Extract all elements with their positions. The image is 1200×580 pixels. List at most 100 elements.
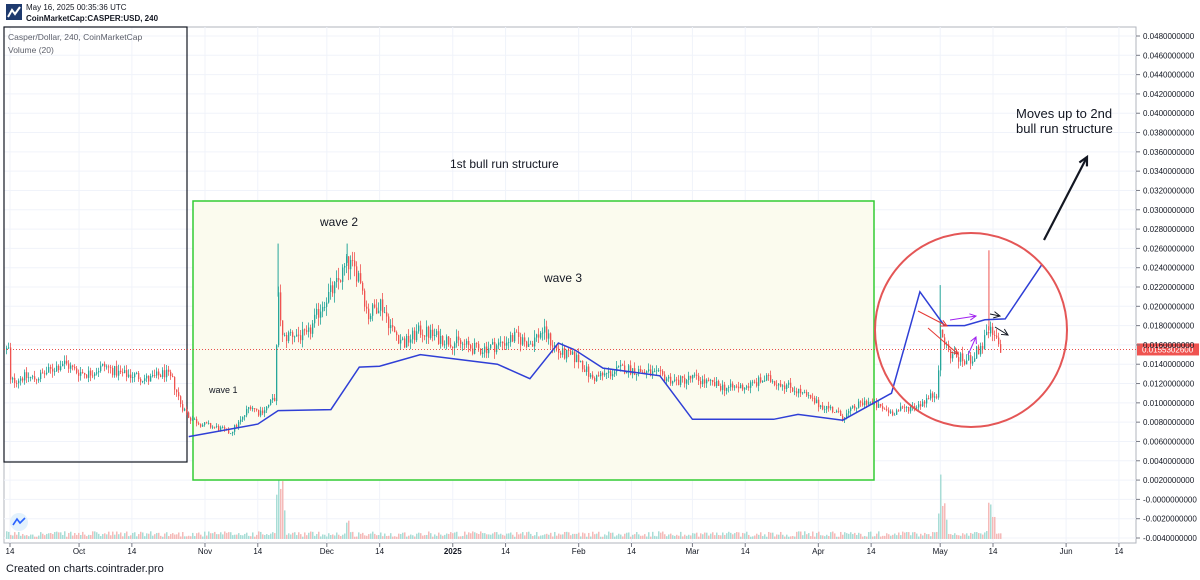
volume-bar: [358, 532, 360, 539]
volume-bar: [268, 535, 270, 539]
candle-body: [126, 370, 128, 377]
volume-bar: [344, 533, 346, 539]
candle-body: [968, 355, 970, 361]
volume-bar: [750, 536, 752, 539]
candle-body: [608, 371, 610, 374]
red-arrow-1: [917, 310, 948, 327]
candle-body: [148, 375, 150, 382]
volume-bar: [128, 536, 130, 539]
candle-body: [22, 378, 24, 381]
candle-body: [74, 366, 76, 369]
x-tick-label: 14: [867, 547, 876, 556]
volume-bar: [250, 536, 252, 539]
candle-body: [72, 365, 74, 367]
candle-body: [934, 396, 936, 398]
volume-bar: [668, 534, 670, 539]
volume-bar: [494, 532, 496, 539]
volume-bar: [86, 536, 88, 539]
volume-bar: [576, 533, 578, 539]
candle-body: [948, 344, 950, 350]
volume-bar: [114, 534, 116, 539]
volume-bar: [970, 532, 972, 539]
volume-bar: [428, 531, 430, 539]
volume-bar: [686, 535, 688, 539]
candle-body: [918, 404, 920, 408]
volume-bar: [52, 534, 54, 539]
volume-bar: [14, 532, 16, 539]
target-arrow: [1043, 156, 1088, 241]
volume-bar: [240, 535, 242, 539]
volume-bar: [876, 533, 878, 539]
candle-body: [776, 384, 778, 386]
volume-bar: [264, 535, 266, 539]
y-tick-label: 0.0360000000: [1143, 148, 1195, 157]
candle-body: [34, 376, 36, 380]
volume-bar: [110, 535, 112, 539]
volume-bar: [196, 533, 198, 539]
candle-body: [944, 337, 946, 345]
candle-body: [518, 332, 520, 337]
x-tick-label: 14: [375, 547, 384, 556]
volume-bar: [588, 532, 590, 539]
volume-bar: [130, 535, 132, 539]
volume-bar: [108, 531, 110, 539]
volume-bar: [76, 534, 78, 539]
candle-body: [996, 335, 998, 338]
candle-body: [350, 260, 352, 270]
volume-bar: [554, 531, 556, 539]
candle-body: [566, 350, 568, 359]
candle-body: [316, 308, 318, 315]
candle-body: [426, 326, 428, 337]
volume-bar: [910, 535, 912, 539]
volume-bar: [294, 532, 296, 539]
volume-bar: [944, 503, 946, 539]
candle-body: [976, 346, 978, 359]
volume-bar: [174, 534, 176, 539]
candle-body: [320, 311, 322, 318]
volume-bar: [612, 532, 614, 539]
candle-body: [94, 373, 96, 376]
volume-bar: [184, 536, 186, 539]
candle-body: [680, 376, 682, 385]
candle-body: [58, 365, 60, 370]
volume-bar: [540, 535, 542, 539]
volume-bar: [826, 534, 828, 539]
candle-body: [98, 371, 100, 373]
volume-bar: [6, 531, 8, 539]
candle-body: [434, 334, 436, 337]
volume-bar: [822, 535, 824, 539]
candle-body: [634, 368, 636, 375]
volume-bar: [896, 535, 898, 539]
candle-body: [444, 344, 446, 346]
candle-body: [788, 382, 790, 385]
watermark-glyph: [12, 517, 26, 526]
x-tick-label: 14: [627, 547, 636, 556]
volume-bar: [228, 532, 230, 539]
candle-body: [104, 363, 106, 367]
volume-bar: [208, 531, 210, 539]
candle-body: [862, 402, 864, 406]
volume-bar: [200, 534, 202, 539]
volume-bar: [606, 535, 608, 539]
volume-bar: [366, 535, 368, 539]
volume-bar: [382, 536, 384, 539]
candle-body: [386, 312, 388, 317]
volume-bar: [32, 534, 34, 539]
volume-bar: [340, 536, 342, 539]
volume-bar: [372, 531, 374, 539]
candle-body: [190, 417, 192, 421]
candle-body: [814, 397, 816, 404]
volume-bar: [742, 532, 744, 539]
candle-body: [508, 342, 510, 343]
candle-body: [768, 375, 770, 376]
volume-bar: [832, 531, 834, 539]
volume-bar: [810, 536, 812, 539]
volume-bar: [962, 533, 964, 539]
x-tick-label: 14: [1114, 547, 1123, 556]
y-tick-label: -0.0020000000: [1143, 515, 1197, 524]
candle-body: [130, 374, 132, 378]
volume-bar: [462, 535, 464, 539]
y-tick-label: 0.0060000000: [1143, 437, 1195, 446]
black-arrow-2: [994, 326, 1009, 336]
